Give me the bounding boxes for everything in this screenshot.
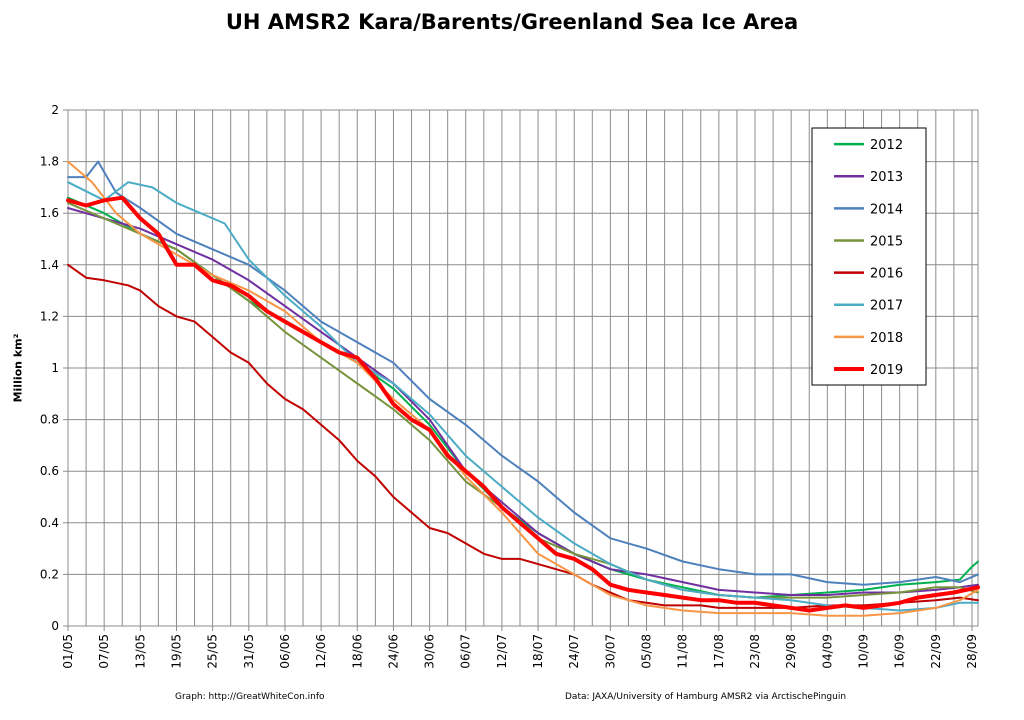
legend-label-2013: 2013 [870,170,903,185]
x-tick-label: 30/06 [423,634,437,669]
legend-label-2016: 2016 [870,267,903,282]
x-tick-label: 22/09 [929,634,943,669]
x-tick-label: 31/05 [242,634,256,669]
footer-source-graph: Graph: http://GreatWhiteCon.info [175,692,325,702]
x-tick-label: 16/09 [893,634,907,669]
y-tick-label: 1.2 [40,309,59,323]
x-tick-label: 13/05 [133,634,147,669]
axis-layer: 0 0.2 0.4 0.6 0.8 1 1.2 1.4 1.6 1.8 2 01/05 07/05 13/… [40,103,979,669]
x-tick-label: 06/06 [278,634,292,669]
legend-label-2019: 2019 [870,363,903,378]
legend-box [811,127,927,386]
y-tick-label: 0.6 [40,464,59,478]
x-tick-label: 11/08 [676,634,690,669]
x-tick-label: 24/07 [567,634,581,669]
y-tick-label: 0.4 [40,516,59,530]
y-tick-label: 0 [51,619,59,633]
y-tick-label: 0.2 [40,567,59,581]
x-tick-label: 28/09 [965,634,979,669]
x-tick-label: 10/09 [856,634,870,669]
series-line-2014 [67,160,979,586]
x-tick-label: 04/09 [820,634,834,669]
x-tick-label: 05/08 [640,634,654,669]
x-tick-label: 18/07 [531,634,545,669]
y-tick-label: 1.8 [40,155,59,169]
legend-label-2018: 2018 [870,331,903,346]
x-tick-label: 06/07 [459,634,473,669]
legend-label-2014: 2014 [870,202,903,217]
series-line-2016 [67,263,979,609]
x-tick-label: 19/05 [169,634,183,669]
x-tick-label: 07/05 [97,634,111,669]
x-tick-label: 30/07 [603,634,617,669]
x-tick-label: 25/05 [206,634,220,669]
legend-label-2012: 2012 [870,138,903,153]
x-tick-label: 17/08 [712,634,726,669]
footer-source-data: Data: JAXA/University of Hamburg AMSR2 v… [565,692,847,702]
x-tick-label: 29/08 [784,634,798,669]
x-tick-label: 01/05 [61,634,75,669]
x-tick-label: 23/08 [748,634,762,669]
y-tick-label: 1.4 [40,258,59,272]
series-layer [66,160,980,617]
y-tick-label: 2 [51,103,59,117]
y-tick-label: 1.6 [40,206,59,220]
chart-title: UH AMSR2 Kara/Barents/Greenland Sea Ice … [225,10,799,34]
legend: 2012 2013 2014 2015 2016 2017 2018 2019 [811,127,927,386]
series-line-2019 [66,195,980,613]
x-tick-label: 18/06 [350,634,364,669]
legend-label-2015: 2015 [870,234,903,249]
y-tick-label: 0.8 [40,413,59,427]
x-tick-label: 12/07 [495,634,509,669]
x-tick-label: 12/06 [314,634,328,669]
x-tick-label: 24/06 [386,634,400,669]
series-line-2013 [67,207,979,596]
y-tick-label: 1 [51,361,59,375]
legend-label-2017: 2017 [870,299,903,314]
